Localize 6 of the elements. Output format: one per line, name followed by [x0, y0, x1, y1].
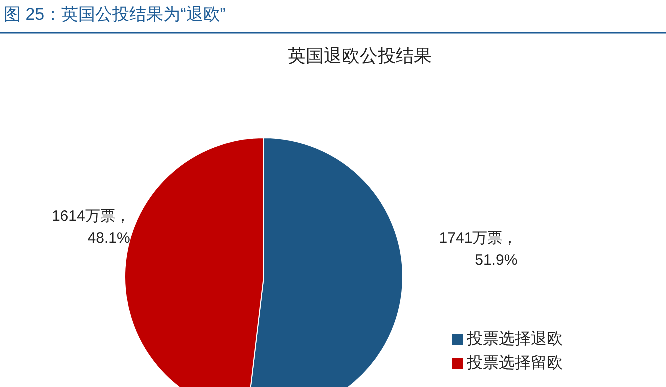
legend-label: 投票选择留欧 — [467, 354, 563, 374]
chart-subtitle: 英国退欧公投结果 — [287, 45, 433, 68]
data-label: 1614万票，48.1% — [50, 207, 130, 250]
data-label: 1741万票，51.9% — [438, 228, 518, 271]
chart-title: 图 25：英国公投结果为“退欧” — [4, 4, 226, 26]
legend-label: 投票选择退欧 — [467, 330, 563, 350]
